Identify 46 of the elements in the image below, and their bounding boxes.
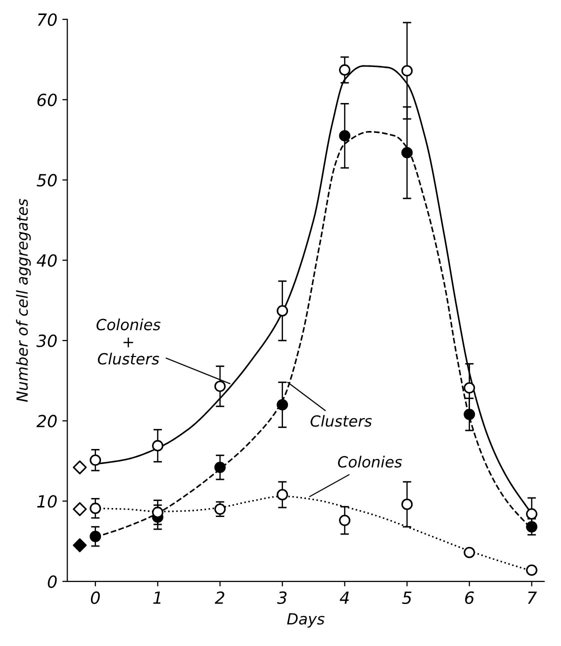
y-tick-label: 20	[36, 414, 57, 428]
point	[526, 521, 538, 532]
point	[90, 530, 102, 542]
point	[339, 514, 350, 526]
point	[214, 380, 226, 392]
y-tick-label: 30	[36, 334, 57, 348]
x-tick-label: 7	[528, 592, 537, 604]
annotation: Clusters	[310, 414, 372, 427]
point	[152, 440, 164, 452]
point	[90, 454, 102, 466]
point	[526, 564, 538, 576]
annotation: Colonies	[338, 456, 402, 468]
point	[464, 382, 476, 394]
x-tick-label: 5	[402, 592, 412, 604]
x-tick-label: 3	[277, 591, 287, 604]
y-tick-label: 60	[37, 94, 57, 106]
point	[72, 538, 87, 552]
point	[214, 503, 226, 515]
point	[464, 408, 476, 420]
x-tick-label: 2	[214, 591, 224, 604]
x-axis-title: Days	[287, 613, 324, 628]
point	[72, 460, 87, 474]
x-tick-label: 1	[153, 592, 160, 604]
y-tick-label: 40	[36, 254, 57, 267]
point	[526, 508, 538, 520]
x-tick-label: 0	[90, 591, 100, 604]
point	[276, 305, 288, 317]
point	[464, 546, 476, 558]
y-tick-label: 10	[37, 495, 57, 508]
point	[339, 64, 350, 76]
y-tick-label: 0	[48, 575, 57, 588]
y-tick-label: 70	[38, 13, 57, 26]
point	[401, 65, 413, 76]
annotation: Colonies + Clusters	[96, 318, 160, 365]
point	[276, 489, 288, 500]
y-axis-title: Number of cell aggregates	[16, 198, 31, 402]
point	[401, 146, 413, 158]
x-tick-label: 6	[465, 591, 474, 604]
point	[72, 502, 87, 516]
x-tick-label: 4	[340, 592, 349, 604]
y-tick-label: 50	[36, 174, 57, 187]
point	[90, 502, 102, 514]
point	[276, 399, 288, 410]
point	[339, 130, 350, 142]
point	[401, 498, 413, 510]
point	[214, 462, 226, 474]
